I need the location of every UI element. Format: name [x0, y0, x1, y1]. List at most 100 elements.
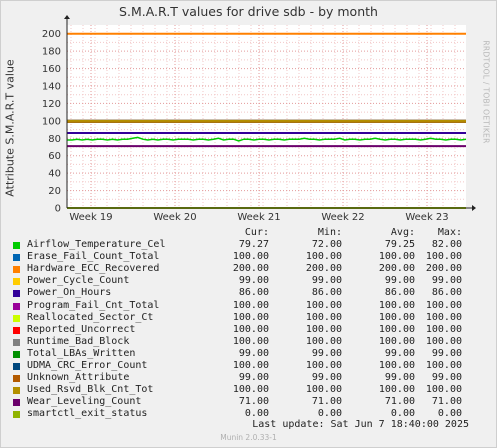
- legend-swatch: [13, 302, 20, 310]
- legend-swatch: [13, 290, 20, 298]
- legend-value-avg: 100.00: [378, 311, 415, 323]
- legend-swatch: [13, 242, 20, 250]
- legend-header-cur: Cur:: [244, 227, 269, 238]
- legend-value-cur: 100.00: [232, 299, 269, 311]
- legend-value-cur: 200.00: [232, 263, 269, 275]
- legend-value-avg: 79.25: [384, 239, 415, 251]
- legend-series-name: Used_Rsvd_Blk_Cnt_Tot: [27, 384, 154, 396]
- legend-value-avg: 100.00: [378, 251, 415, 263]
- legend-value-min: 71.00: [311, 396, 342, 408]
- y-tick-label: 200: [42, 29, 61, 40]
- legend-value-max: 100.00: [425, 384, 462, 396]
- legend-row: UDMA_CRC_Error_Count 100.00 100.00 100.00 10…: [13, 360, 473, 372]
- x-axis-arrow: [472, 205, 476, 211]
- legend-value-cur: 99.00: [238, 275, 269, 287]
- legend-swatch: [13, 326, 20, 334]
- legend-value-min: 100.00: [305, 335, 342, 347]
- y-tick-label: 140: [42, 82, 61, 93]
- legend-value-max: 100.00: [425, 323, 462, 335]
- x-tick-label: Week 23: [405, 212, 448, 223]
- legend-header: Cur: Min: Avg: Max:: [13, 227, 473, 239]
- legend-value-max: 82.00: [431, 239, 462, 251]
- plot-background: [67, 25, 466, 208]
- legend-row: Reallocated_Sector_Ct 100.00 100.00 100.00 1…: [13, 312, 473, 324]
- legend-value-max: 0.00: [437, 408, 462, 420]
- x-tick-labels: Week 19 Week 20 Week 21 Week 22 Week 23: [69, 212, 448, 223]
- legend-value-min: 100.00: [305, 251, 342, 263]
- legend-series-name: Program_Fail_Cnt_Total: [27, 299, 160, 311]
- legend-value-min: 86.00: [311, 287, 342, 299]
- legend-swatch: [13, 266, 20, 274]
- legend-value-avg: 100.00: [378, 384, 415, 396]
- legend-series-name: Reallocated_Sector_Ct: [27, 311, 154, 323]
- legend-value-max: 100.00: [425, 360, 462, 372]
- y-axis-arrow: [64, 15, 70, 19]
- legend-value-cur: 100.00: [232, 384, 269, 396]
- legend-value-max: 86.00: [431, 287, 462, 299]
- legend-value-max: 99.00: [431, 347, 462, 359]
- legend-value-max: 100.00: [425, 251, 462, 263]
- legend-value-avg: 100.00: [378, 360, 415, 372]
- legend-value-min: 99.00: [311, 347, 342, 359]
- legend-value-cur: 79.27: [238, 239, 269, 251]
- legend-swatch: [13, 314, 20, 322]
- legend-series-name: Hardware_ECC_Recovered: [27, 263, 160, 275]
- legend-header-min: Min:: [317, 227, 342, 238]
- legend-row: Power_On_Hours 86.00 86.00 86.00 86.00: [13, 287, 473, 299]
- minor-grid: [67, 25, 466, 208]
- legend-value-avg: 99.00: [384, 347, 415, 359]
- legend-row: Unknown_Attribute 99.00 99.00 99.00 99.00: [13, 372, 473, 384]
- legend-swatch: [13, 375, 20, 383]
- legend-value-cur: 100.00: [232, 360, 269, 372]
- legend-swatch: [13, 254, 20, 262]
- legend-value-avg: 200.00: [378, 263, 415, 275]
- legend-header-max: Max:: [437, 227, 462, 238]
- legend-value-cur: 100.00: [232, 323, 269, 335]
- x-tick-label: Week 19: [69, 212, 112, 223]
- legend-value-min: 72.00: [311, 239, 342, 251]
- legend: Cur: Min: Avg: Max: Airflow_Temperature_…: [13, 227, 473, 421]
- axes: [64, 15, 476, 211]
- legend-row: smartctl_exit_status 0.00 0.00 0.00 0.00: [13, 408, 473, 420]
- y-tick-labels: 0 20 40 60 80 100 120 140 160 180 200: [42, 29, 61, 214]
- legend-row: Runtime_Bad_Block 100.00 100.00 100.00 100.0…: [13, 336, 473, 348]
- legend-value-avg: 0.00: [390, 408, 415, 420]
- legend-row: Total_LBAs_Written 99.00 99.00 99.00 99.00: [13, 348, 473, 360]
- x-tick-label: Week 21: [237, 212, 280, 223]
- legend-row: Airflow_Temperature_Cel 79.27 72.00 79.25 82…: [13, 239, 473, 251]
- legend-series-name: Airflow_Temperature_Cel: [27, 239, 166, 251]
- legend-value-min: 100.00: [305, 360, 342, 372]
- legend-series-name: Power_Cycle_Count: [27, 275, 130, 287]
- legend-value-avg: 86.00: [384, 287, 415, 299]
- legend-header-avg: Avg:: [390, 227, 415, 238]
- legend-value-avg: 100.00: [378, 299, 415, 311]
- legend-value-cur: 0.00: [244, 408, 269, 420]
- y-tick-label: 100: [42, 116, 61, 127]
- y-tick-label: 0: [55, 204, 61, 215]
- legend-value-min: 100.00: [305, 323, 342, 335]
- legend-swatch: [13, 350, 20, 358]
- y-tick-label: 120: [42, 99, 61, 110]
- legend-value-min: 200.00: [305, 263, 342, 275]
- y-tick-label: 180: [42, 47, 61, 58]
- legend-value-cur: 100.00: [232, 335, 269, 347]
- legend-value-cur: 99.00: [238, 347, 269, 359]
- legend-swatch: [13, 338, 20, 346]
- legend-row: Reported_Uncorrect 100.00 100.00 100.00 100.…: [13, 324, 473, 336]
- x-tick-label: Week 20: [153, 212, 196, 223]
- last-update: Last update: Sat Jun 7 18:40:00 2025: [252, 419, 469, 430]
- legend-series-name: smartctl_exit_status: [27, 408, 148, 420]
- legend-value-min: 99.00: [311, 275, 342, 287]
- munin-version: Munin 2.0.33-1: [220, 433, 277, 442]
- legend-series-name: Total_LBAs_Written: [27, 347, 136, 359]
- legend-value-min: 0.00: [317, 408, 342, 420]
- legend-swatch: [13, 411, 20, 419]
- legend-value-max: 99.00: [431, 275, 462, 287]
- chart-title: S.M.A.R.T values for drive sdb - by mont…: [119, 4, 378, 19]
- legend-value-cur: 71.00: [238, 396, 269, 408]
- legend-value-avg: 100.00: [378, 323, 415, 335]
- legend-row: Used_Rsvd_Blk_Cnt_Tot 100.00 100.00 100.00 1…: [13, 384, 473, 396]
- legend-series-name: Unknown_Attribute: [27, 372, 130, 384]
- legend-row: Hardware_ECC_Recovered 200.00 200.00 200.00…: [13, 263, 473, 275]
- legend-series-name: Power_On_Hours: [27, 287, 112, 299]
